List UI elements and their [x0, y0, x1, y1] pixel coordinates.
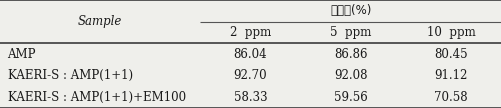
Text: 5  ppm: 5 ppm — [330, 26, 371, 39]
Text: 59.56: 59.56 — [334, 91, 368, 104]
Text: 92.08: 92.08 — [334, 69, 367, 82]
Text: 제거율(%): 제거율(%) — [330, 4, 371, 17]
Text: 86.86: 86.86 — [334, 48, 367, 60]
Text: 92.70: 92.70 — [233, 69, 268, 82]
Text: 2  ppm: 2 ppm — [230, 26, 271, 39]
Text: 86.04: 86.04 — [233, 48, 268, 60]
Text: KAERI-S : AMP(1+1)+EM100: KAERI-S : AMP(1+1)+EM100 — [8, 91, 186, 104]
Text: AMP: AMP — [8, 48, 36, 60]
Text: 70.58: 70.58 — [434, 91, 468, 104]
Text: Sample: Sample — [78, 15, 122, 28]
Text: 58.33: 58.33 — [233, 91, 268, 104]
Text: 10  ppm: 10 ppm — [426, 26, 475, 39]
Text: 80.45: 80.45 — [434, 48, 468, 60]
Text: KAERI-S : AMP(1+1): KAERI-S : AMP(1+1) — [8, 69, 133, 82]
Text: 91.12: 91.12 — [434, 69, 467, 82]
